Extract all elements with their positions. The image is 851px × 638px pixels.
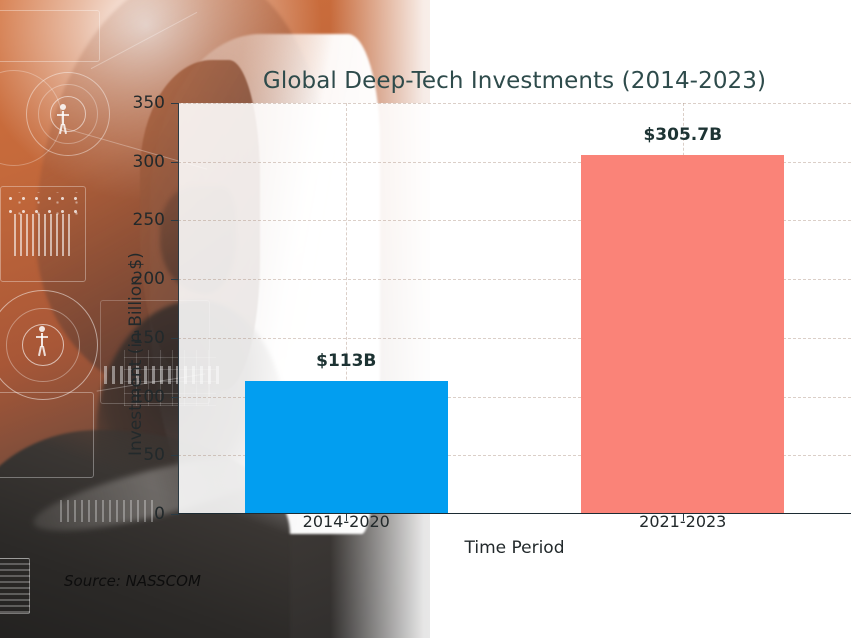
gridline-horizontal (178, 161, 851, 163)
y-tick-mark (171, 279, 178, 281)
hud-bars-icon (14, 214, 70, 256)
gridline-horizontal (178, 455, 851, 457)
y-tick-mark (171, 514, 178, 515)
y-tick-mark (171, 161, 178, 163)
y-tick-mark (171, 455, 178, 457)
x-axis-spine (178, 513, 851, 514)
gridline-horizontal (178, 279, 851, 281)
y-tick-label: 200 (132, 269, 165, 290)
gridline-vertical (346, 103, 348, 514)
gridline-horizontal (178, 396, 851, 398)
y-tick-mark (171, 396, 178, 398)
x-tick-mark (682, 514, 684, 521)
hud-panel-icon (0, 186, 86, 282)
x-tick-label: 2021-2023 (639, 512, 727, 531)
y-tick-mark (171, 103, 178, 104)
plot-area (178, 103, 851, 514)
hud-ring-icon (22, 324, 64, 366)
hud-chip-icon (0, 558, 30, 614)
y-tick-label: 0 (154, 504, 165, 524)
y-tick-mark (171, 220, 178, 222)
y-tick-label: 350 (132, 93, 165, 113)
x-tick-label: 2014-2020 (302, 512, 390, 531)
y-tick-label: 300 (132, 151, 165, 172)
hud-panel-icon (0, 10, 100, 62)
gridline-horizontal (178, 103, 851, 104)
y-axis-title: Investment (in Billion $) (126, 252, 146, 456)
bar-value-label-2021-2023: $305.7B (643, 125, 723, 146)
x-axis-title: Time Period (464, 538, 565, 558)
source-note: Source: NASSCOM (64, 572, 201, 590)
y-tick-label: 50 (143, 445, 165, 466)
y-tick-label: 150 (132, 327, 165, 348)
y-tick-label: 100 (132, 386, 165, 407)
y-tick-label: 250 (132, 210, 165, 231)
bar-2021-2023 (581, 155, 785, 514)
y-tick-mark (171, 337, 178, 339)
bar-2014-2020 (244, 381, 448, 514)
gridline-horizontal (178, 337, 851, 339)
hud-person-icon (36, 326, 48, 357)
hud-ring-icon (26, 72, 110, 156)
hud-ring-icon (0, 290, 98, 400)
hud-person-icon (57, 104, 69, 135)
hud-ring-icon (50, 96, 86, 132)
hud-ring-icon (38, 84, 98, 144)
y-axis-spine (178, 103, 179, 515)
hud-ring-icon (6, 308, 80, 382)
gridline-horizontal (178, 220, 851, 222)
bar-value-label-2014-2020: $113B (316, 351, 377, 372)
hud-panel-icon (0, 392, 94, 478)
chart-title: Global Deep-Tech Investments (2014-2023) (262, 68, 767, 94)
hud-bars-icon (60, 500, 156, 522)
x-tick-mark (346, 514, 348, 521)
